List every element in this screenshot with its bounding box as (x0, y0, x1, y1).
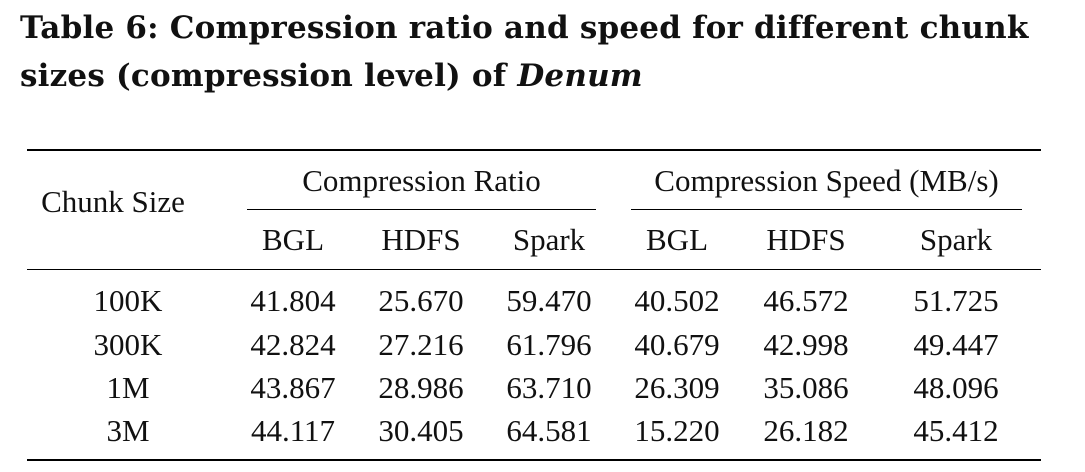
table-cell: 26.182 (763, 413, 849, 448)
group-header-compression-speed: Compression Speed (MB/s) (654, 163, 999, 198)
caption-label: Table 6: (20, 10, 159, 46)
table-cell: 46.572 (763, 283, 849, 318)
table-cell: 64.581 (506, 413, 592, 448)
table-cell: 27.216 (378, 327, 464, 362)
table-cell: 40.679 (634, 327, 720, 362)
table-cell: 44.117 (250, 413, 336, 448)
table-cell: 35.086 (763, 370, 849, 405)
row-label: 100K (93, 283, 163, 318)
table-cell: 61.796 (506, 327, 592, 362)
table-cell: 30.405 (378, 413, 464, 448)
sub-header-ratio-hdfs: HDFS (381, 222, 461, 257)
table-cell: 41.804 (250, 283, 336, 318)
table-cell: 28.986 (378, 370, 464, 405)
column-header-chunk-size: Chunk Size (41, 184, 185, 219)
bottom-rule (27, 459, 1041, 461)
sub-header-ratio-bgl: BGL (262, 222, 324, 257)
group-rule-speed (631, 209, 1022, 210)
group-header-compression-ratio: Compression Ratio (302, 163, 541, 198)
table-cell: 63.710 (506, 370, 592, 405)
row-label: 3M (106, 413, 150, 448)
table-cell: 49.447 (913, 327, 999, 362)
row-label: 1M (106, 370, 150, 405)
table-cell: 45.412 (913, 413, 999, 448)
table-cell: 59.470 (506, 283, 592, 318)
table-cell: 40.502 (634, 283, 720, 318)
sub-header-speed-spark: Spark (919, 222, 993, 257)
sub-header-speed-bgl: BGL (646, 222, 708, 257)
header-rule (27, 269, 1041, 270)
top-rule (27, 149, 1041, 151)
table-cell: 15.220 (634, 413, 720, 448)
row-label: 300K (93, 327, 163, 362)
table-cell: 51.725 (913, 283, 999, 318)
sub-header-ratio-spark: Spark (512, 222, 586, 257)
caption-system-name: Denum (517, 58, 643, 94)
sub-header-speed-hdfs: HDFS (766, 222, 846, 257)
table-cell: 26.309 (634, 370, 720, 405)
group-rule-ratio (247, 209, 596, 210)
table-cell: 42.998 (763, 327, 849, 362)
table-cell: 42.824 (250, 327, 336, 362)
table-cell: 43.867 (250, 370, 336, 405)
table-cell: 25.670 (378, 283, 464, 318)
table-cell: 48.096 (913, 370, 999, 405)
table-caption: Table 6: Compression ratio and speed for… (20, 4, 1070, 100)
caption-text: Compression ratio and speed for differen… (20, 10, 1029, 94)
